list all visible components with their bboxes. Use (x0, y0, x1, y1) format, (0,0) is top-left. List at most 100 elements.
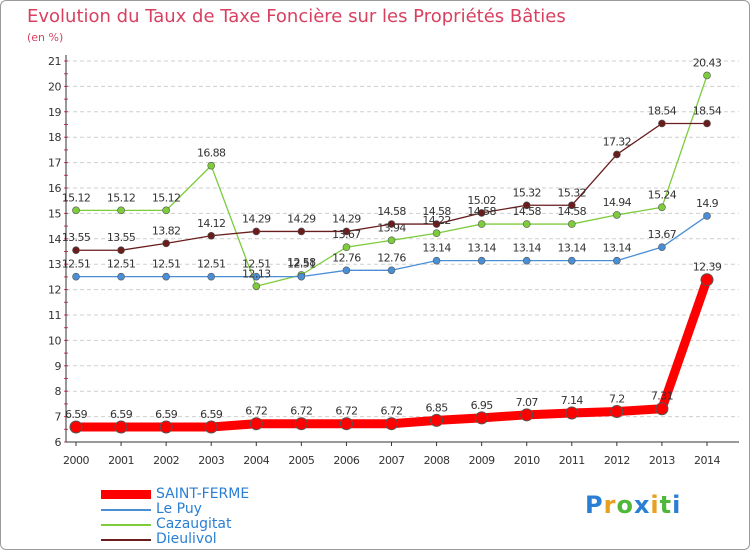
data-label: 14.58 (377, 205, 406, 218)
data-point (114, 420, 128, 434)
data-point (520, 408, 534, 422)
y-tick-label: 14 (48, 233, 61, 246)
data-point (204, 420, 218, 434)
data-label: 14.22 (422, 214, 451, 227)
data-label: 7.07 (516, 396, 539, 409)
data-point (342, 243, 351, 251)
data-point (477, 256, 486, 265)
data-label: 12.51 (152, 258, 181, 271)
data-label: 14.29 (332, 212, 361, 225)
data-point (159, 420, 173, 434)
x-tick-label: 2011 (559, 454, 585, 467)
data-point (567, 220, 576, 228)
data-label: 20.43 (693, 56, 722, 69)
x-tick-label: 2012 (604, 454, 630, 467)
data-point (162, 206, 170, 215)
data-label: 6.72 (290, 405, 312, 418)
x-tick-label: 2014 (694, 454, 720, 467)
data-label: 15.32 (512, 186, 541, 199)
y-tick-label: 13 (48, 258, 61, 271)
data-label: 13.55 (62, 231, 91, 244)
data-point (613, 211, 621, 219)
legend-label: Dieulivol (156, 531, 217, 547)
legend-swatch (101, 490, 151, 499)
logo-letter: o (616, 491, 634, 519)
data-label: 14.58 (467, 205, 496, 218)
data-label: 13.55 (107, 231, 136, 244)
data-label: 14.12 (197, 217, 226, 230)
legend-swatch (101, 524, 151, 526)
unit-label: (en %) (27, 31, 64, 44)
legend-label: SAINT-FERME (156, 486, 250, 502)
logo-letter: i (650, 491, 660, 519)
data-point (658, 119, 666, 128)
data-label: 15.12 (62, 191, 91, 204)
data-point (432, 220, 441, 228)
data-point (252, 272, 261, 281)
logo-letter: r (603, 491, 617, 519)
data-label: 16.88 (197, 147, 226, 160)
data-point (567, 256, 576, 265)
data-point (387, 220, 396, 228)
data-point (610, 405, 624, 419)
data-point (703, 119, 711, 128)
data-point (658, 243, 666, 251)
data-label: 17.32 (603, 135, 632, 148)
data-point (207, 272, 216, 281)
data-point (522, 201, 531, 210)
x-tick-label: 2006 (333, 454, 359, 467)
data-point (342, 227, 351, 236)
y-tick-label: 12 (48, 284, 61, 297)
data-label: 7.31 (651, 390, 673, 403)
data-label: 12.51 (242, 258, 271, 271)
data-label: 6.59 (155, 408, 178, 421)
x-tick-label: 2007 (379, 454, 405, 467)
data-point (69, 420, 83, 434)
data-label: 12.76 (332, 251, 361, 264)
x-tick-label: 2005 (288, 454, 314, 467)
data-point (565, 406, 579, 420)
data-label: 12.58 (287, 256, 316, 269)
data-label: 15.12 (107, 191, 136, 204)
x-tick-label: 2008 (424, 454, 450, 467)
data-point (162, 272, 170, 281)
data-point (475, 411, 489, 425)
data-point (252, 282, 261, 291)
data-label: 14.29 (287, 212, 316, 225)
data-point (700, 273, 714, 287)
data-label: 12.51 (107, 258, 136, 271)
y-tick-label: 9 (55, 360, 62, 373)
data-point (342, 266, 351, 275)
data-point (703, 71, 711, 80)
data-label: 6.59 (65, 408, 88, 421)
data-point (613, 150, 621, 159)
x-tick-label: 2003 (198, 454, 224, 467)
data-label: 14.58 (558, 205, 587, 218)
data-point (387, 266, 396, 275)
data-label: 13.94 (377, 221, 406, 234)
data-point (658, 203, 666, 212)
legend-swatch (101, 539, 151, 541)
data-label: 12.51 (287, 258, 316, 271)
y-tick-label: 6 (55, 436, 62, 449)
data-point (72, 246, 80, 255)
data-point (432, 229, 441, 238)
y-tick-label: 18 (48, 131, 61, 144)
data-point (432, 256, 441, 265)
legend-swatch (101, 509, 151, 511)
y-tick-label: 8 (55, 385, 62, 398)
data-label: 18.54 (648, 104, 677, 117)
y-tick-label: 15 (48, 207, 61, 220)
y-tick-label: 20 (48, 80, 61, 93)
legend-label: Le Puy (156, 501, 202, 517)
data-label: 13.14 (558, 242, 587, 255)
data-label: 14.58 (422, 205, 451, 218)
data-label: 13.14 (422, 242, 451, 255)
data-label: 12.51 (197, 258, 226, 271)
proxiti-logo: Proxiti (585, 491, 681, 519)
y-tick-label: 7 (55, 411, 62, 424)
x-tick-label: 2001 (108, 454, 134, 467)
data-point (297, 272, 306, 281)
data-label: 13.67 (648, 228, 677, 241)
